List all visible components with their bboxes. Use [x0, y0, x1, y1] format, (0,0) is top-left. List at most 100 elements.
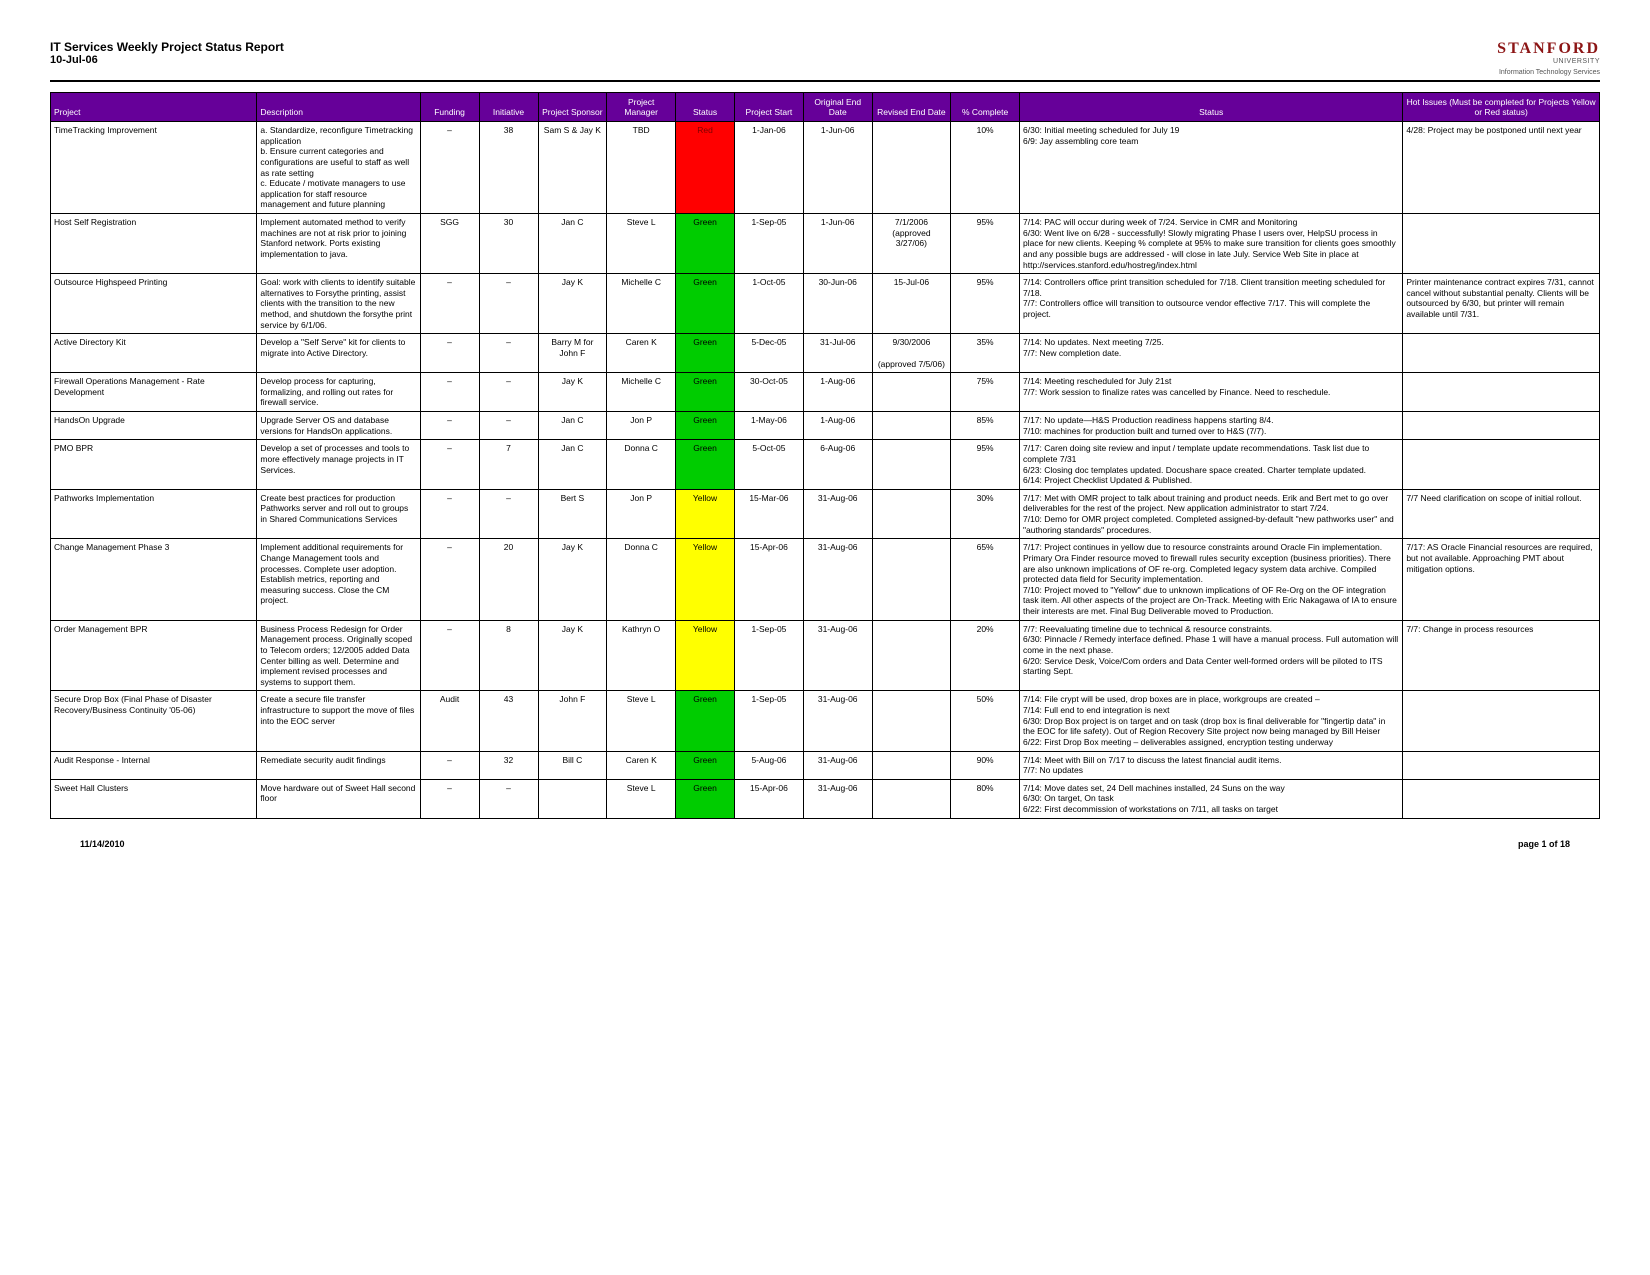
sponsor	[538, 779, 607, 818]
manager: Michelle C	[607, 274, 676, 334]
funding: –	[420, 412, 479, 440]
description: Develop a "Self Serve" kit for clients t…	[257, 334, 420, 373]
column-header: Revised End Date	[872, 93, 951, 122]
initiative: –	[479, 274, 538, 334]
project: Host Self Registration	[51, 214, 257, 274]
project-start: 15-Mar-06	[735, 489, 804, 539]
hot-issues: 4/28: Project may be postponed until nex…	[1403, 122, 1600, 214]
logo-dept: Information Technology Services	[1497, 69, 1600, 76]
hot-issues	[1403, 440, 1600, 490]
column-header: Original End Date	[803, 93, 872, 122]
funding: –	[420, 751, 479, 779]
orig-end: 31-Aug-06	[803, 489, 872, 539]
project-start: 1-Oct-05	[735, 274, 804, 334]
description: Business Process Redesign for Order Mana…	[257, 620, 420, 691]
orig-end: 31-Aug-06	[803, 751, 872, 779]
hot-issues	[1403, 412, 1600, 440]
status-text: 7/14: Meeting rescheduled for July 21st …	[1020, 373, 1403, 412]
column-header: Description	[257, 93, 420, 122]
report-header: IT Services Weekly Project Status Report…	[50, 40, 1600, 82]
rev-end	[872, 539, 951, 620]
pct-complete: 90%	[951, 751, 1020, 779]
status-color: Red	[676, 122, 735, 214]
funding: –	[420, 334, 479, 373]
orig-end: 1-Aug-06	[803, 412, 872, 440]
table-row: Pathworks ImplementationCreate best prac…	[51, 489, 1600, 539]
status-color: Yellow	[676, 489, 735, 539]
table-row: Audit Response - InternalRemediate secur…	[51, 751, 1600, 779]
funding: Audit	[420, 691, 479, 751]
status-text: 7/17: Met with OMR project to talk about…	[1020, 489, 1403, 539]
report-date: 10-Jul-06	[50, 54, 284, 66]
hot-issues	[1403, 373, 1600, 412]
stanford-logo: STANFORD	[1497, 40, 1600, 58]
status-color: Green	[676, 214, 735, 274]
status-text: 7/17: Project continues in yellow due to…	[1020, 539, 1403, 620]
description: Create best practices for production Pat…	[257, 489, 420, 539]
column-header: Initiative	[479, 93, 538, 122]
column-header: % Complete	[951, 93, 1020, 122]
initiative: 43	[479, 691, 538, 751]
orig-end: 30-Jun-06	[803, 274, 872, 334]
project: PMO BPR	[51, 440, 257, 490]
initiative: –	[479, 334, 538, 373]
table-header-row: ProjectDescriptionFundingInitiativeProje…	[51, 93, 1600, 122]
rev-end	[872, 412, 951, 440]
report-title: IT Services Weekly Project Status Report	[50, 40, 284, 54]
pct-complete: 80%	[951, 779, 1020, 818]
pct-complete: 30%	[951, 489, 1020, 539]
rev-end	[872, 122, 951, 214]
column-header: Status	[676, 93, 735, 122]
status-table: ProjectDescriptionFundingInitiativeProje…	[50, 92, 1600, 819]
initiative: 7	[479, 440, 538, 490]
orig-end: 1-Jun-06	[803, 122, 872, 214]
status-text: 7/17: No update—H&S Production readiness…	[1020, 412, 1403, 440]
description: Develop process for capturing, formalizi…	[257, 373, 420, 412]
hot-issues: 7/7 Need clarification on scope of initi…	[1403, 489, 1600, 539]
project: Secure Drop Box (Final Phase of Disaster…	[51, 691, 257, 751]
sponsor: Bill C	[538, 751, 607, 779]
initiative: 32	[479, 751, 538, 779]
table-row: Host Self RegistrationImplement automate…	[51, 214, 1600, 274]
funding: –	[420, 489, 479, 539]
project: Audit Response - Internal	[51, 751, 257, 779]
table-row: HandsOn UpgradeUpgrade Server OS and dat…	[51, 412, 1600, 440]
description: Upgrade Server OS and database versions …	[257, 412, 420, 440]
orig-end: 1-Jun-06	[803, 214, 872, 274]
sponsor: Jay K	[538, 539, 607, 620]
status-text: 7/17: Caren doing site review and input …	[1020, 440, 1403, 490]
project-start: 5-Oct-05	[735, 440, 804, 490]
project-start: 15-Apr-06	[735, 779, 804, 818]
description: Create a secure file transfer infrastruc…	[257, 691, 420, 751]
funding: –	[420, 620, 479, 691]
pct-complete: 35%	[951, 334, 1020, 373]
orig-end: 31-Aug-06	[803, 620, 872, 691]
description: Move hardware out of Sweet Hall second f…	[257, 779, 420, 818]
description: Remediate security audit findings	[257, 751, 420, 779]
sponsor: Barry M for John F	[538, 334, 607, 373]
hot-issues: Printer maintenance contract expires 7/3…	[1403, 274, 1600, 334]
manager: Steve L	[607, 779, 676, 818]
table-row: TimeTracking Improvementa. Standardize, …	[51, 122, 1600, 214]
funding: –	[420, 122, 479, 214]
sponsor: John F	[538, 691, 607, 751]
initiative: –	[479, 412, 538, 440]
project: Active Directory Kit	[51, 334, 257, 373]
sponsor: Bert S	[538, 489, 607, 539]
column-header: Project Sponsor	[538, 93, 607, 122]
table-row: Firewall Operations Management - Rate De…	[51, 373, 1600, 412]
sponsor: Jan C	[538, 214, 607, 274]
manager: Caren K	[607, 751, 676, 779]
rev-end	[872, 620, 951, 691]
manager: Jon P	[607, 489, 676, 539]
description: a. Standardize, reconfigure Timetracking…	[257, 122, 420, 214]
footer-page: page 1 of 18	[1518, 839, 1570, 849]
table-row: PMO BPRDevelop a set of processes and to…	[51, 440, 1600, 490]
column-header: Project Start	[735, 93, 804, 122]
status-color: Green	[676, 440, 735, 490]
initiative: 30	[479, 214, 538, 274]
logo-subtitle: UNIVERSITY	[1497, 58, 1600, 65]
pct-complete: 95%	[951, 440, 1020, 490]
project-start: 1-Sep-05	[735, 620, 804, 691]
project-start: 1-Sep-05	[735, 214, 804, 274]
